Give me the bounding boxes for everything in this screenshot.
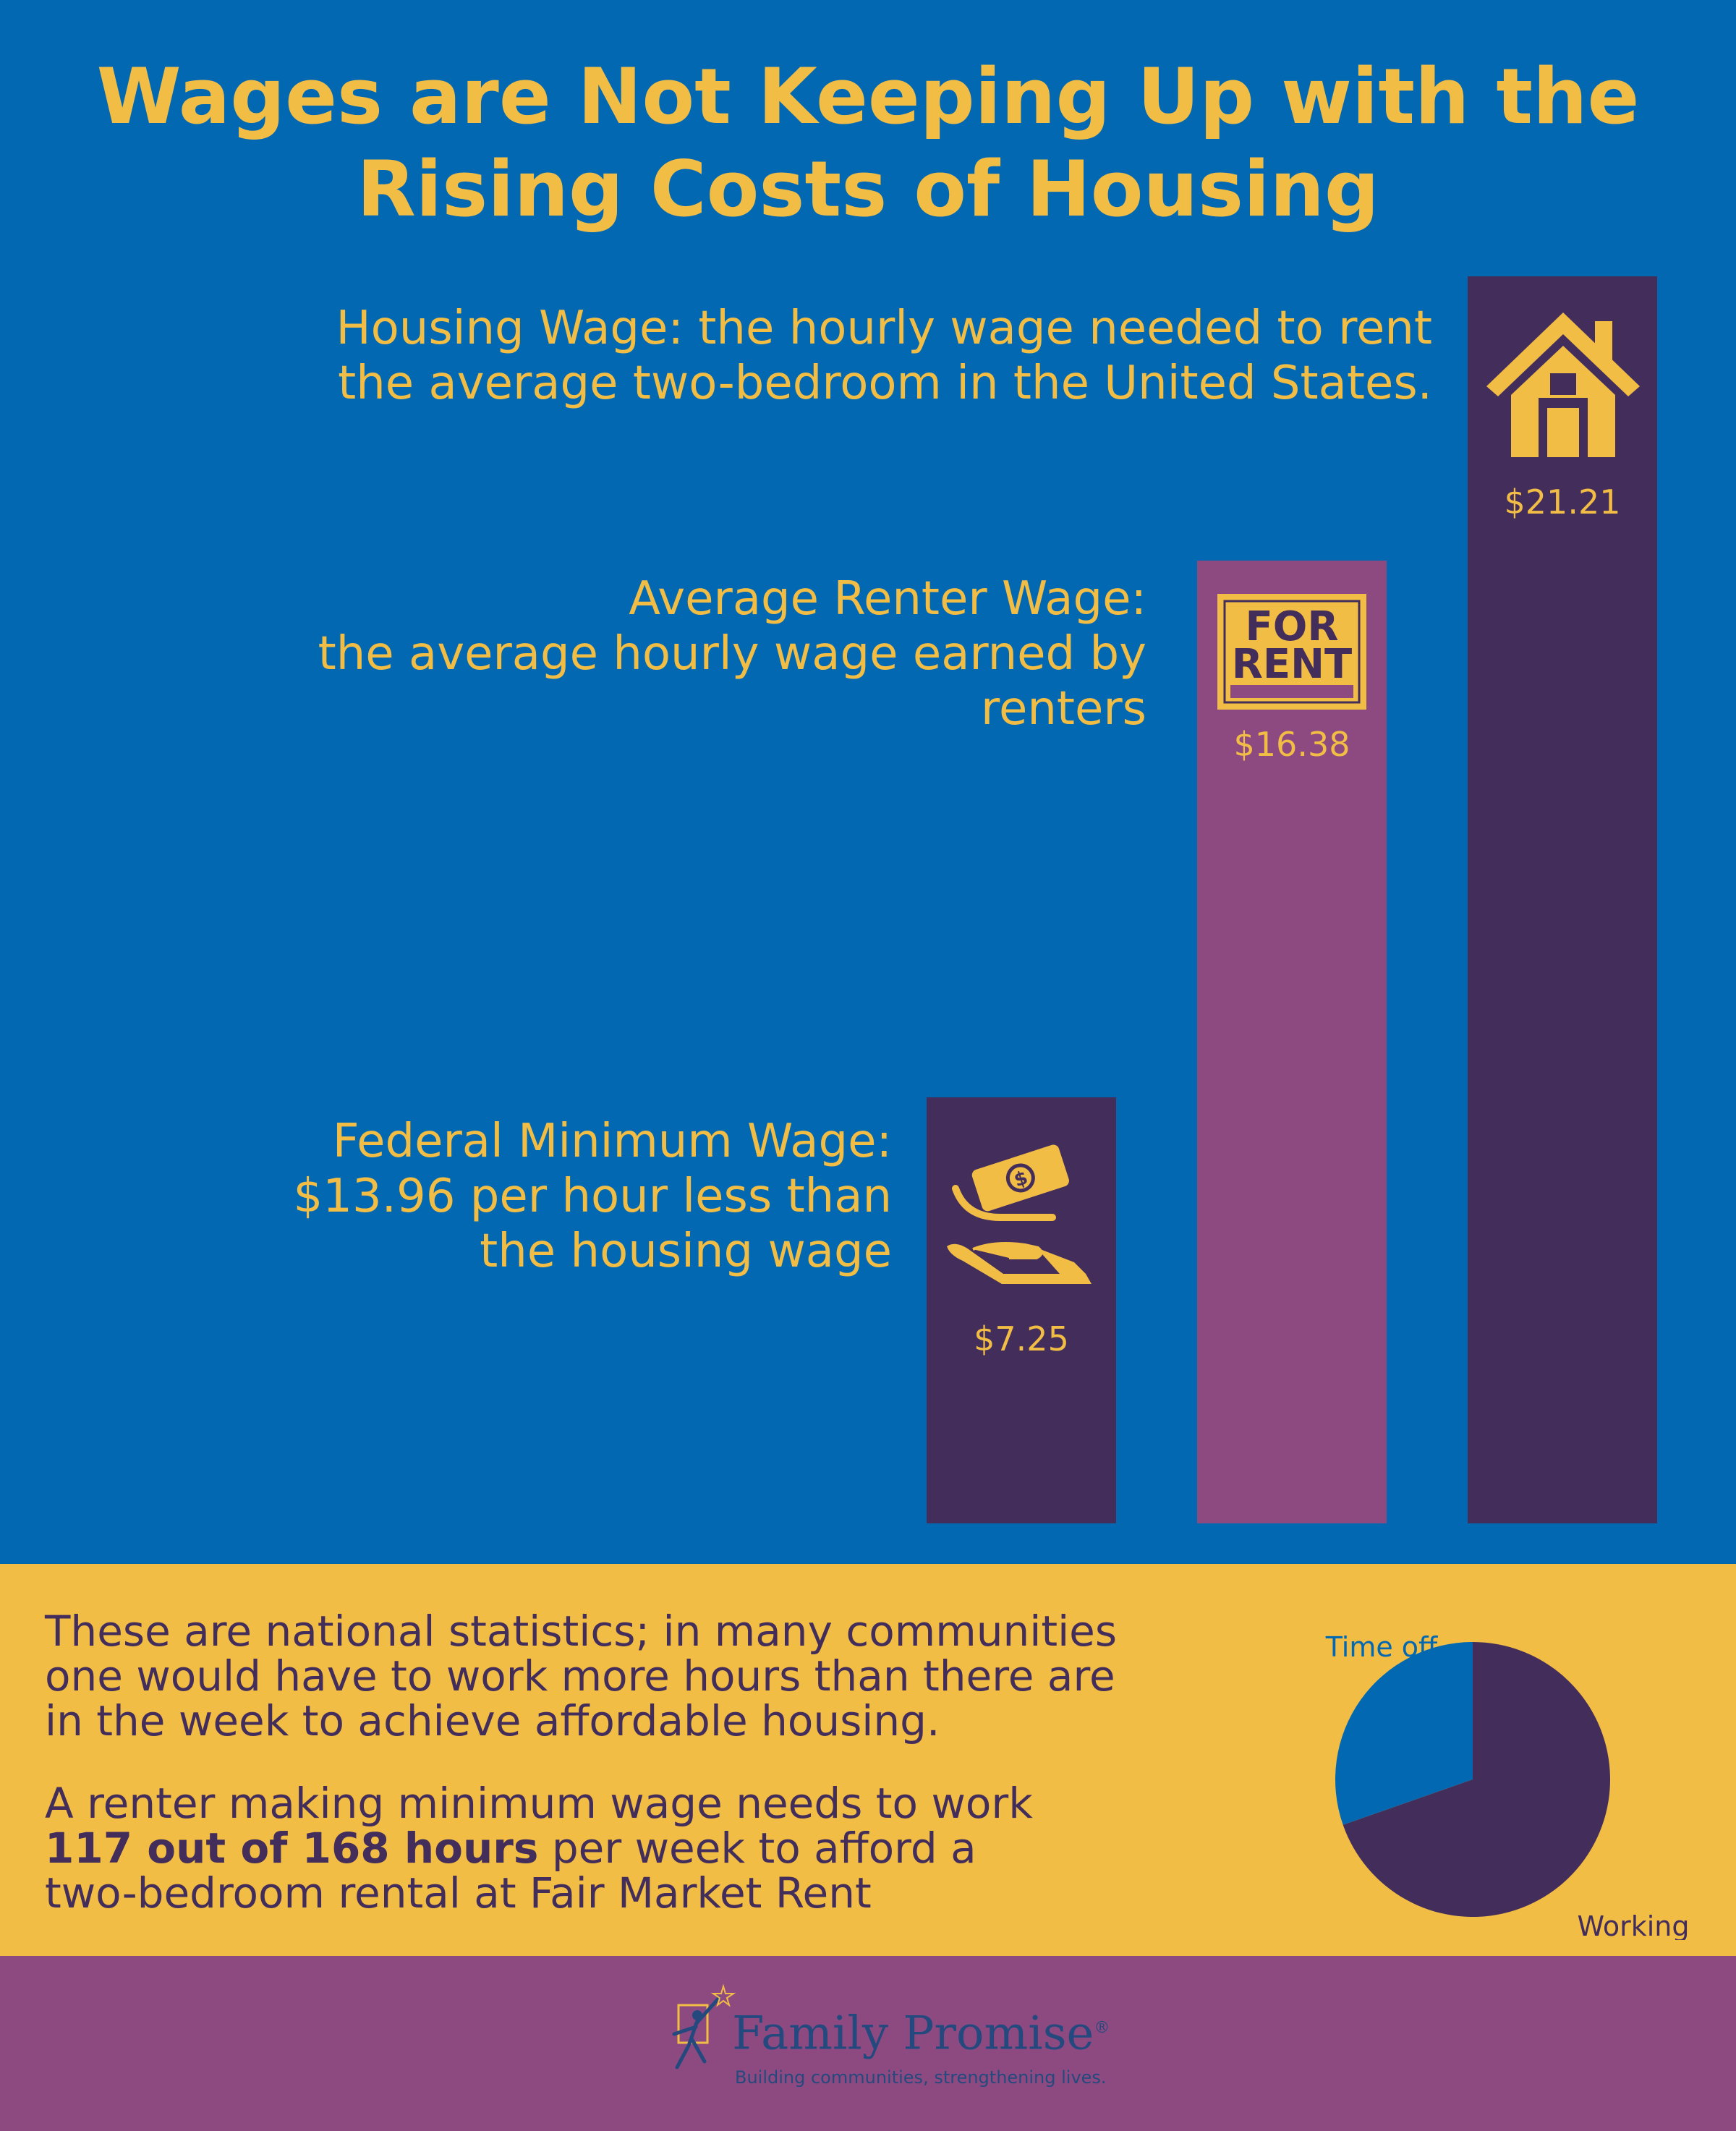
renter-wage-label-line-1: Average Renter Wage: bbox=[629, 572, 1146, 626]
chart-panel: Wages are Not Keeping Up with the Rising… bbox=[0, 0, 1736, 1564]
family-promise-logo-icon bbox=[672, 1983, 736, 2070]
logo-name: Family Promise® bbox=[732, 2001, 1110, 2061]
registered-mark: ® bbox=[1094, 2019, 1110, 2037]
pie-slice-working bbox=[1343, 1642, 1610, 1917]
minimum-wage-hours-text: A renter making minimum wage needs to wo… bbox=[45, 1781, 1202, 1915]
minimum-wage-label: Federal Minimum Wage: $13.96 per hour le… bbox=[96, 1114, 893, 1279]
for-rent-sign-rent: RENT bbox=[1232, 641, 1352, 688]
pie-label-working: Working bbox=[1578, 1910, 1690, 1940]
pie-slice-time-off bbox=[1335, 1642, 1473, 1825]
footer: Family Promise® Building communities, st… bbox=[0, 1956, 1736, 2131]
minimum-wage-label-line-2: $13.96 per hour less than bbox=[293, 1170, 893, 1223]
bar-housing-wage: $21.21 bbox=[1468, 276, 1657, 1523]
for-rent-sign-icon: FOR RENT bbox=[1217, 594, 1366, 710]
family-promise-logo: Family Promise® Building communities, st… bbox=[660, 1976, 1180, 2114]
renter-wage-label: Average Renter Wage: the average hourly … bbox=[61, 571, 1146, 736]
page-title: Wages are Not Keeping Up with the Rising… bbox=[0, 51, 1736, 236]
logo-tagline: Building communities, strengthening live… bbox=[735, 2067, 1107, 2088]
housing-wage-label: Housing Wage: the hourly wage needed to … bbox=[58, 301, 1433, 411]
pie-label-time-off: Time off bbox=[1325, 1631, 1438, 1663]
info-panel: These are national statistics; in many c… bbox=[0, 1564, 1736, 1956]
minimum-wage-label-line-3: the housing wage bbox=[480, 1225, 892, 1278]
hours-highlight: 117 out of 168 hours bbox=[45, 1824, 539, 1873]
bar-value-average-renter-wage: $16.38 bbox=[1233, 725, 1350, 764]
house-icon bbox=[1486, 312, 1640, 457]
money-hand-icon: $ bbox=[947, 1144, 1092, 1284]
bar-federal-minimum-wage: $ $7.25 bbox=[927, 1097, 1116, 1523]
page-title-text: Wages are Not Keeping Up with the Rising… bbox=[96, 52, 1640, 234]
bar-value-housing-wage: $21.21 bbox=[1504, 482, 1621, 522]
logo-name-text: Family Promise bbox=[732, 2007, 1094, 2061]
minimum-wage-hours-line-1: A renter making minimum wage needs to wo… bbox=[45, 1779, 1033, 1828]
bar-value-federal-minimum-wage: $7.25 bbox=[974, 1319, 1069, 1358]
hours-pie-chart: Time off Working bbox=[1325, 1631, 1690, 1940]
housing-wage-label-line-2: the average two-bedroom in the United St… bbox=[338, 357, 1432, 410]
bar-average-renter-wage: FOR RENT $16.38 bbox=[1197, 561, 1387, 1523]
minimum-wage-hours-line-2: per week to afford a bbox=[538, 1824, 977, 1873]
national-statistics-line-3: in the week to achieve affordable housin… bbox=[45, 1696, 940, 1745]
for-rent-sign-for: FOR bbox=[1246, 603, 1339, 650]
national-statistics-line-2: one would have to work more hours than t… bbox=[45, 1651, 1115, 1701]
minimum-wage-hours-line-3: two-bedroom rental at Fair Market Rent bbox=[45, 1868, 872, 1918]
housing-wage-label-line-1: Housing Wage: the hourly wage needed to … bbox=[336, 302, 1433, 355]
renter-wage-label-line-2: the average hourly wage earned by bbox=[318, 627, 1146, 681]
national-statistics-text: These are national statistics; in many c… bbox=[45, 1609, 1202, 1743]
national-statistics-line-1: These are national statistics; in many c… bbox=[45, 1607, 1118, 1656]
renter-wage-label-line-3: renters bbox=[981, 682, 1146, 736]
minimum-wage-label-line-1: Federal Minimum Wage: bbox=[332, 1115, 892, 1168]
